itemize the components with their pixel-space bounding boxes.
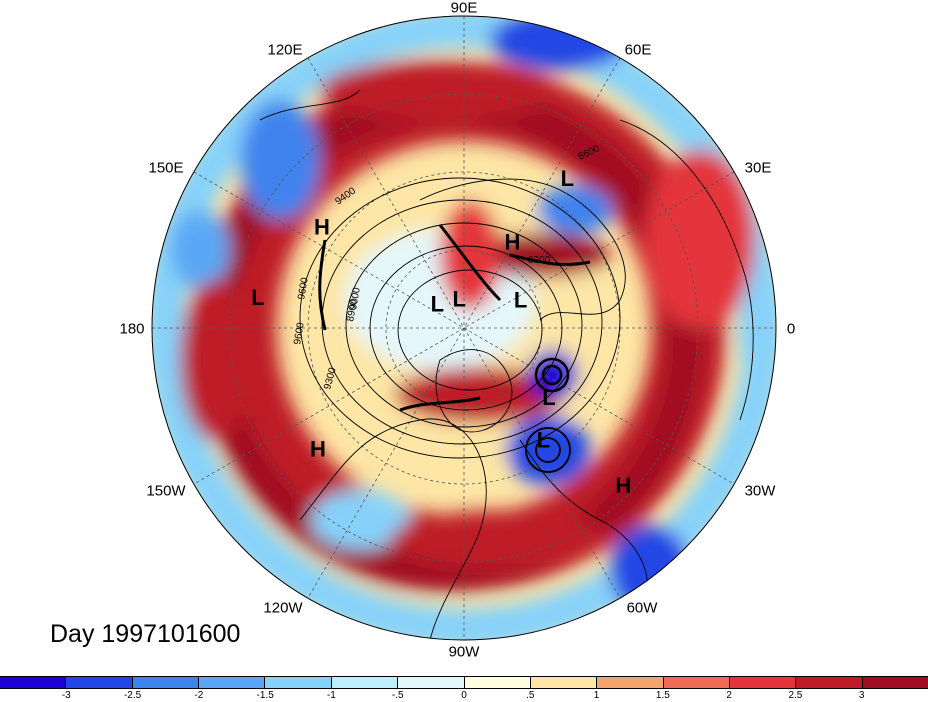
low-pressure-mark: L <box>452 287 465 312</box>
high-pressure-mark: H <box>314 214 330 239</box>
day-label: Day 1997101600 <box>50 620 241 648</box>
lon-label-60e: 60E <box>624 41 652 59</box>
height-contours <box>299 177 621 473</box>
low-pressure-mark: L <box>514 287 527 312</box>
colorbar-swatch <box>132 677 200 688</box>
lon-label-120w: 120W <box>263 599 303 617</box>
lon-label-90e: 90E <box>450 0 478 17</box>
contour-label: 8900 <box>345 298 360 322</box>
colorbar-swatch <box>663 677 730 688</box>
colorbar-swatch <box>796 677 863 688</box>
low-pressure-mark: L <box>537 427 550 452</box>
colorbar-swatch <box>66 677 133 688</box>
colorbar-swatch <box>530 677 598 688</box>
colorbar-tick-label: 2.5 <box>788 690 803 701</box>
colorbar-swatch <box>597 677 664 688</box>
low-pressure-mark: L <box>431 292 444 317</box>
contour-label: 8300 <box>528 255 551 266</box>
colorbar-tick-label: -2.5 <box>123 690 142 701</box>
colorbar-swatch <box>729 677 797 688</box>
high-pressure-mark: H <box>505 230 521 255</box>
colorbar-tick-label: .5 <box>526 690 535 701</box>
lon-label-150w: 150W <box>146 482 186 500</box>
colorbar-tick-label: -1.5 <box>256 690 274 701</box>
colorbar <box>0 676 928 689</box>
lon-label-180: 180 <box>119 320 145 338</box>
low-pressure-mark: L <box>251 285 264 310</box>
colorbar-tick-label: 1.5 <box>655 690 670 701</box>
colorbar-swatch <box>862 677 928 688</box>
colorbar-swatch <box>0 677 67 688</box>
lon-label-30e: 30E <box>744 159 772 177</box>
contour-label: 9600 <box>292 321 307 345</box>
colorbar-tick-label: 2 <box>726 690 732 701</box>
contour-label: 9000 <box>348 286 363 310</box>
lon-label-30w: 30W <box>744 482 776 500</box>
colorbar-swatch <box>464 677 531 688</box>
colorbar-swatch <box>331 677 399 688</box>
colorbar-tick-label: -2 <box>194 690 204 701</box>
map-boundary <box>151 15 777 641</box>
lon-label-0: 0 <box>786 320 796 338</box>
high-pressure-mark: H <box>615 473 631 498</box>
lon-label-150e: 150E <box>148 159 184 177</box>
low-pressure-mark: L <box>561 166 574 191</box>
high-pressure-mark: H <box>310 436 326 461</box>
contour-label: 9600 <box>296 276 311 300</box>
lon-label-120e: 120E <box>267 41 303 59</box>
colorbar-swatch <box>265 677 332 688</box>
colorbar-tick-label: -.5 <box>391 690 404 701</box>
colorbar-swatch <box>398 677 465 688</box>
lon-label-60w: 60W <box>626 599 658 617</box>
colorbar-tick-label: 0 <box>461 690 467 701</box>
colorbar-tick-label: -3 <box>61 690 71 701</box>
lon-label-90w: 90W <box>448 643 480 661</box>
colorbar-swatch <box>199 677 266 688</box>
colorbar-tick-label: 3 <box>858 690 865 701</box>
colorbar-tick-label: 1 <box>593 690 600 701</box>
low-pressure-mark: L <box>542 385 555 410</box>
colorbar-tick-label: -1 <box>326 690 336 701</box>
